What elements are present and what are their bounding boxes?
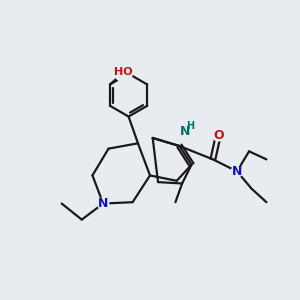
Text: N: N [232,165,242,178]
Text: HO: HO [114,68,133,77]
Text: N: N [98,197,108,210]
Circle shape [213,130,224,141]
Circle shape [98,198,109,209]
Text: O: O [213,129,224,142]
Text: H: H [187,121,195,131]
Text: N: N [180,125,190,138]
Circle shape [231,166,243,177]
Circle shape [179,126,190,137]
Circle shape [114,63,133,82]
